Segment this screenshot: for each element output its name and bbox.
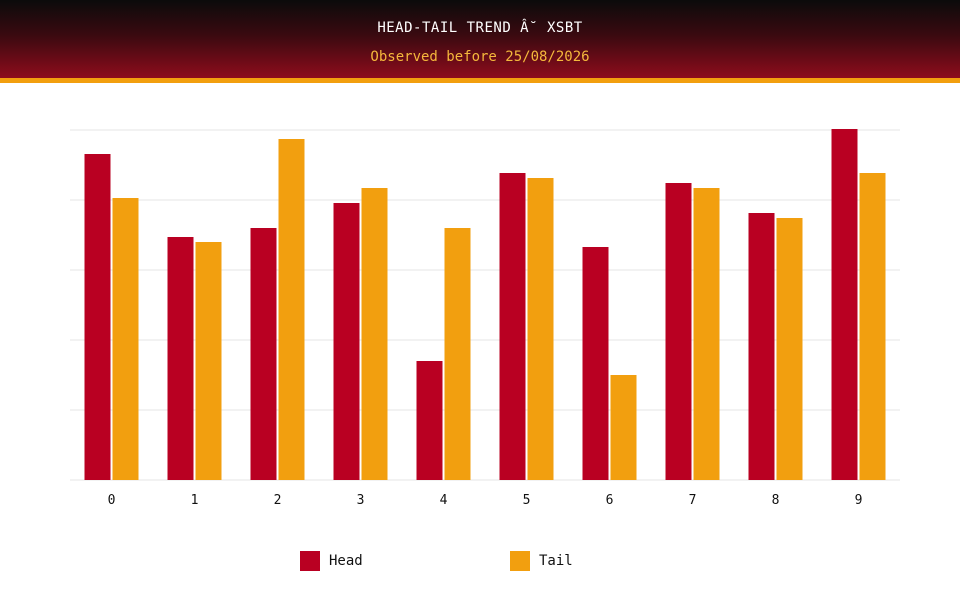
bar-tail-4 <box>444 228 471 480</box>
bar-head-7 <box>665 183 692 480</box>
bar-tail-6 <box>610 375 637 480</box>
x-tick-label: 6 <box>606 493 614 508</box>
x-tick-label: 5 <box>523 493 531 508</box>
legend-item-head[interactable]: Head <box>300 550 363 572</box>
bar-tail-0 <box>112 198 139 480</box>
bar-head-9 <box>831 129 858 480</box>
x-tick-label: 8 <box>772 493 780 508</box>
chart-subtitle: Observed before 25/08/2026 <box>370 49 590 65</box>
chart-title: HEAD-TAIL TREND Â˘ XSBT <box>377 20 583 36</box>
gridlines <box>70 129 900 481</box>
legend-swatch-tail <box>510 551 530 571</box>
header-accent-stripe <box>0 78 960 83</box>
bar-head-0 <box>84 154 111 480</box>
bar-tail-3 <box>361 188 388 480</box>
bar-head-3 <box>333 203 360 480</box>
x-tick-label: 0 <box>108 493 116 508</box>
x-tick-labels: 0 1 2 3 4 5 6 7 8 9 <box>108 493 863 508</box>
x-tick-label: 7 <box>689 493 697 508</box>
bar-head-6 <box>582 247 609 480</box>
bars <box>84 129 886 480</box>
bar-tail-9 <box>859 173 886 480</box>
legend-label-head: Head <box>329 553 363 569</box>
legend-label-tail: Tail <box>539 553 573 569</box>
legend-item-tail[interactable]: Tail <box>510 550 573 572</box>
bar-head-4 <box>416 361 443 480</box>
bar-tail-2 <box>278 139 305 480</box>
x-tick-label: 3 <box>357 493 365 508</box>
bar-tail-7 <box>693 188 720 480</box>
bar-tail-1 <box>195 242 222 480</box>
x-tick-label: 4 <box>440 493 448 508</box>
x-tick-label: 1 <box>191 493 199 508</box>
bar-tail-5 <box>527 178 554 480</box>
legend-swatch-head <box>300 551 320 571</box>
chart-header <box>0 0 960 78</box>
bar-head-8 <box>748 213 775 480</box>
bar-head-1 <box>167 237 194 480</box>
bar-tail-8 <box>776 218 803 480</box>
bar-head-5 <box>499 173 526 480</box>
bar-head-2 <box>250 228 277 480</box>
x-tick-label: 2 <box>274 493 282 508</box>
x-tick-label: 9 <box>855 493 863 508</box>
legend: Head Tail <box>0 550 960 572</box>
